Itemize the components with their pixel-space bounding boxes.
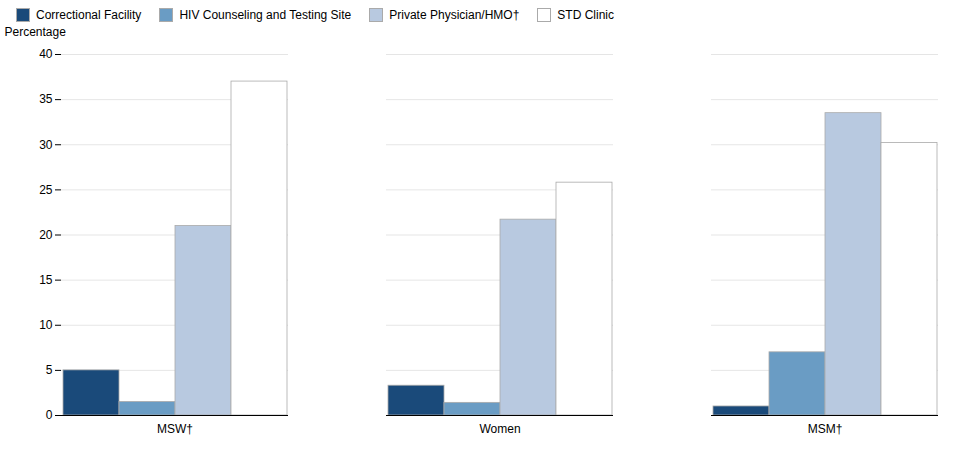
svg-text:25: 25	[39, 183, 53, 197]
svg-text:35: 35	[39, 92, 53, 106]
svg-text:Women: Women	[479, 422, 520, 436]
svg-text:MSW†: MSW†	[157, 422, 193, 436]
svg-text:20: 20	[39, 228, 53, 242]
svg-text:Percentage: Percentage	[5, 25, 67, 39]
svg-text:30: 30	[39, 138, 53, 152]
html-text:HIV Counseling and Testing Sit: HIV Counseling and Testing Site	[179, 8, 352, 22]
html-text:Correctional Facility: Correctional Facility	[36, 8, 142, 22]
svg-text:15: 15	[39, 273, 53, 287]
svg-text:0: 0	[46, 408, 53, 422]
svg-text:MSM†: MSM†	[808, 422, 843, 436]
html-text:STD Clinic: STD Clinic	[557, 8, 614, 22]
svg-text:10: 10	[39, 318, 53, 332]
svg-text:5: 5	[46, 363, 53, 377]
html-text:Private Physician/HMO†: Private Physician/HMO†	[389, 8, 520, 22]
svg-text:40: 40	[39, 47, 53, 61]
